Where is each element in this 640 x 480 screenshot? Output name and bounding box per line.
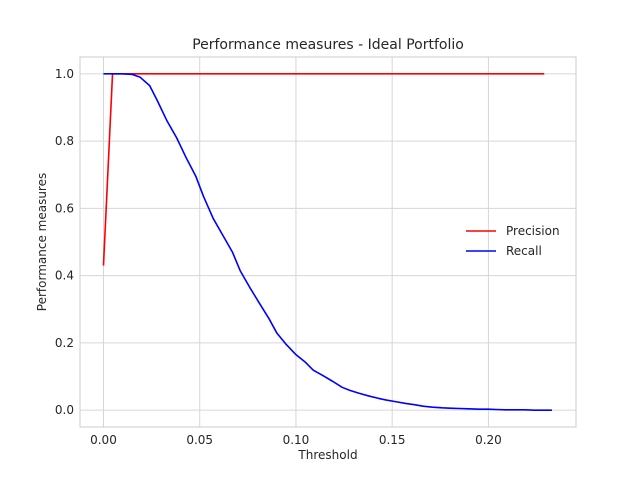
- y-tick-label: 1.0: [55, 67, 74, 81]
- y-tick-label: 0.4: [55, 269, 74, 283]
- x-tick-label: 0.20: [475, 433, 502, 447]
- x-tick-label: 0.00: [90, 433, 117, 447]
- chart-title: Performance measures - Ideal Portfolio: [192, 37, 464, 53]
- x-tick-label: 0.10: [283, 433, 310, 447]
- x-tick-label: 0.05: [186, 433, 213, 447]
- plot-frame: [79, 56, 577, 428]
- series-layer: [102, 73, 552, 411]
- y-axis-label: Performance measures: [35, 173, 49, 311]
- x-axis-label: Threshold: [297, 448, 357, 462]
- series-line-recall: [103, 73, 552, 411]
- grid: [80, 57, 576, 427]
- legend-label-recall: Recall: [506, 244, 542, 258]
- legend-label-precision: Precision: [506, 224, 560, 238]
- y-tick-label: 0.8: [55, 134, 74, 148]
- y-tick-label: 0.2: [55, 336, 74, 350]
- x-tick-label: 0.15: [379, 433, 406, 447]
- legend: Precision Recall: [466, 224, 560, 258]
- y-tick-label: 0.6: [55, 201, 74, 215]
- y-tick-label: 0.0: [55, 403, 74, 417]
- tick-layer: 0.00 0.05 0.10 0.15 0.20 0.0 0.2 0.4 0.6 0.8 1.0: [55, 67, 502, 447]
- series-line-precision: [102, 73, 545, 266]
